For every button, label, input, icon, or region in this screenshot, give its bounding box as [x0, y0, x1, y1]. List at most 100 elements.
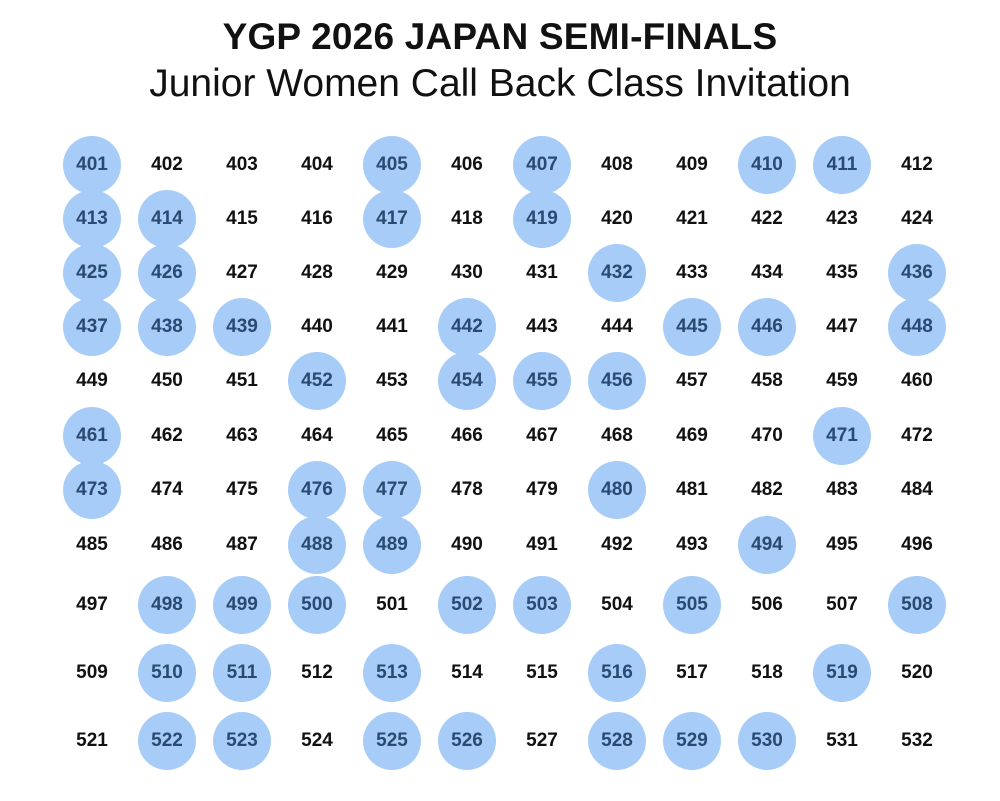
contestant-number: 428	[301, 262, 333, 283]
contestant-number: 460	[901, 370, 933, 391]
called-back-number: 494	[738, 516, 796, 574]
contestant-number: 444	[601, 316, 633, 337]
called-back-number: 461	[63, 407, 121, 465]
called-back-number: 439	[213, 298, 271, 356]
called-back-number: 448	[888, 298, 946, 356]
contestant-number: 453	[376, 370, 408, 391]
contestant-number: 512	[301, 662, 333, 683]
contestant-number: 435	[826, 262, 858, 283]
called-back-number: 508	[888, 576, 946, 634]
called-back-number: 471	[813, 407, 871, 465]
contestant-number: 441	[376, 316, 408, 337]
contestant-number: 482	[751, 479, 783, 500]
called-back-number: 454	[438, 352, 496, 410]
called-back-number: 503	[513, 576, 571, 634]
contestant-number: 443	[526, 316, 558, 337]
called-back-number: 410	[738, 136, 796, 194]
contestant-number: 402	[151, 154, 183, 175]
called-back-number: 455	[513, 352, 571, 410]
contestant-number: 520	[901, 662, 933, 683]
called-back-number: 500	[288, 576, 346, 634]
contestant-number: 431	[526, 262, 558, 283]
contestant-number: 416	[301, 208, 333, 229]
contestant-number: 521	[76, 730, 108, 751]
contestant-number: 458	[751, 370, 783, 391]
called-back-number: 432	[588, 244, 646, 302]
contestant-number: 491	[526, 534, 558, 555]
called-back-number: 438	[138, 298, 196, 356]
contestant-number: 451	[226, 370, 258, 391]
called-back-number: 456	[588, 352, 646, 410]
contestant-number: 509	[76, 662, 108, 683]
called-back-number: 498	[138, 576, 196, 634]
called-back-number: 526	[438, 712, 496, 770]
contestant-number: 403	[226, 154, 258, 175]
contestant-number: 479	[526, 479, 558, 500]
called-back-number: 513	[363, 644, 421, 702]
contestant-number: 408	[601, 154, 633, 175]
called-back-number: 499	[213, 576, 271, 634]
contestant-number: 532	[901, 730, 933, 751]
page-subtitle: Junior Women Call Back Class Invitation	[149, 62, 851, 105]
contestant-number: 495	[826, 534, 858, 555]
contestant-number: 434	[751, 262, 783, 283]
contestant-number: 459	[826, 370, 858, 391]
called-back-number: 417	[363, 190, 421, 248]
contestant-number: 483	[826, 479, 858, 500]
contestant-number: 423	[826, 208, 858, 229]
contestant-number: 418	[451, 208, 483, 229]
called-back-number: 426	[138, 244, 196, 302]
contestant-number: 492	[601, 534, 633, 555]
contestant-number: 469	[676, 425, 708, 446]
contestant-number: 450	[151, 370, 183, 391]
called-back-number: 442	[438, 298, 496, 356]
contestant-number: 447	[826, 316, 858, 337]
contestant-number: 466	[451, 425, 483, 446]
contestant-number: 433	[676, 262, 708, 283]
contestant-number: 504	[601, 594, 633, 615]
contestant-number: 517	[676, 662, 708, 683]
called-back-number: 522	[138, 712, 196, 770]
called-back-number: 425	[63, 244, 121, 302]
contestant-number: 496	[901, 534, 933, 555]
contestant-number: 475	[226, 479, 258, 500]
contestant-number: 478	[451, 479, 483, 500]
called-back-number: 480	[588, 461, 646, 519]
contestant-number: 527	[526, 730, 558, 751]
page-title: YGP 2026 JAPAN SEMI-FINALS	[222, 16, 778, 57]
contestant-number: 474	[151, 479, 183, 500]
contestant-number: 422	[751, 208, 783, 229]
contestant-number: 468	[601, 425, 633, 446]
contestant-number: 457	[676, 370, 708, 391]
called-back-number: 405	[363, 136, 421, 194]
contestant-number: 464	[301, 425, 333, 446]
contestant-number: 412	[901, 154, 933, 175]
contestant-number: 404	[301, 154, 333, 175]
contestant-number: 493	[676, 534, 708, 555]
contestant-number: 497	[76, 594, 108, 615]
contestant-number: 486	[151, 534, 183, 555]
contestant-number: 507	[826, 594, 858, 615]
contestant-number: 429	[376, 262, 408, 283]
called-back-number: 489	[363, 516, 421, 574]
called-back-number: 511	[213, 644, 271, 702]
called-back-number: 452	[288, 352, 346, 410]
contestant-number: 518	[751, 662, 783, 683]
called-back-number: 401	[63, 136, 121, 194]
contestant-number: 465	[376, 425, 408, 446]
contestant-number: 485	[76, 534, 108, 555]
called-back-number: 436	[888, 244, 946, 302]
called-back-number: 446	[738, 298, 796, 356]
called-back-number: 413	[63, 190, 121, 248]
contestant-number: 470	[751, 425, 783, 446]
contestant-number: 467	[526, 425, 558, 446]
called-back-number: 473	[63, 461, 121, 519]
called-back-number: 419	[513, 190, 571, 248]
contestant-number: 531	[826, 730, 858, 751]
contestant-number: 420	[601, 208, 633, 229]
contestant-number: 449	[76, 370, 108, 391]
contestant-number: 430	[451, 262, 483, 283]
called-back-number: 407	[513, 136, 571, 194]
called-back-number: 525	[363, 712, 421, 770]
